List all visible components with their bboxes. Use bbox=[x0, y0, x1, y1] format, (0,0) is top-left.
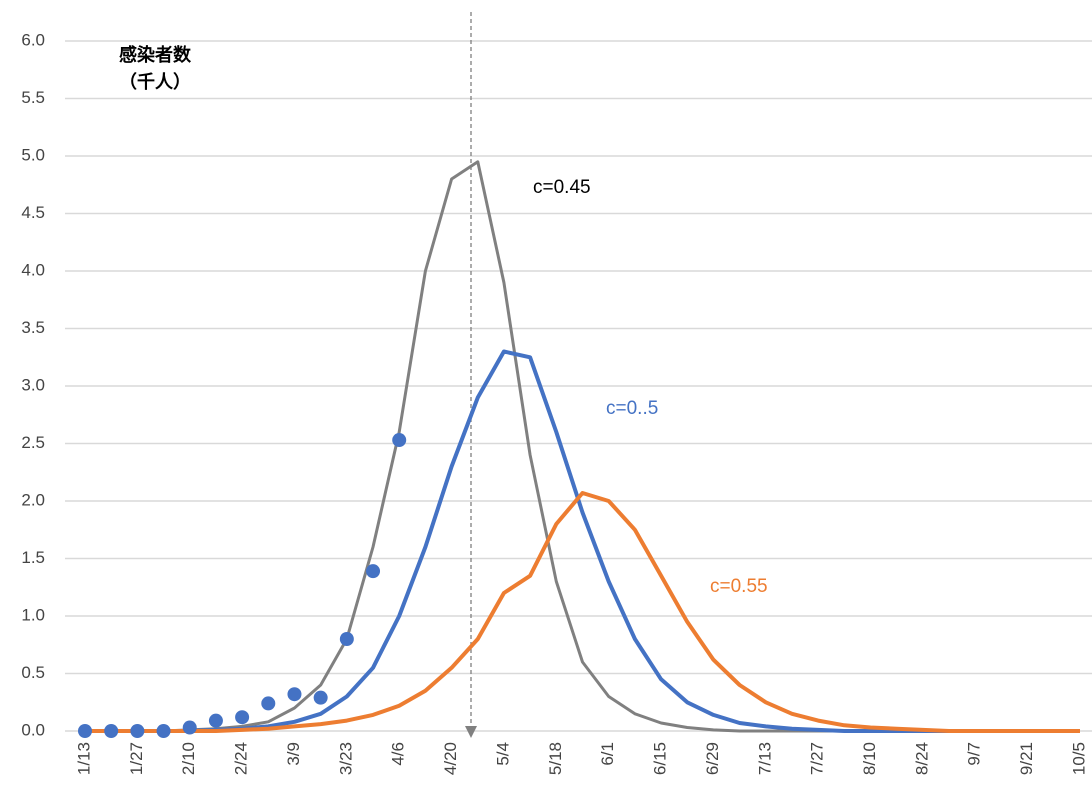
y-tick-label: 2.0 bbox=[21, 490, 45, 509]
x-tick-label: 6/29 bbox=[703, 742, 722, 775]
data-point bbox=[156, 724, 171, 738]
series-line bbox=[85, 491, 1080, 733]
reference-arrow bbox=[465, 726, 477, 738]
x-tick-label: 7/13 bbox=[755, 742, 774, 775]
x-tick-label: 3/9 bbox=[284, 742, 303, 766]
data-point bbox=[130, 724, 145, 738]
x-tick-label: 1/13 bbox=[74, 742, 93, 775]
data-point bbox=[235, 710, 250, 725]
y-tick-label: 0.5 bbox=[21, 663, 45, 682]
x-tick-label: 2/10 bbox=[179, 742, 198, 775]
x-tick-label: 7/27 bbox=[808, 742, 827, 775]
y-tick-label: 3.0 bbox=[21, 375, 45, 394]
data-point bbox=[208, 713, 223, 728]
data-point bbox=[182, 720, 197, 735]
data-point bbox=[78, 724, 92, 738]
x-tick-label: 4/20 bbox=[441, 742, 460, 775]
y-tick-label: 4.5 bbox=[21, 203, 45, 222]
y-tick-label: 1.5 bbox=[21, 548, 45, 567]
annotation: c=0.45 bbox=[533, 177, 591, 198]
data-point bbox=[392, 433, 407, 448]
x-tick-label: 5/18 bbox=[546, 742, 565, 775]
x-tick-label: 6/15 bbox=[651, 742, 670, 775]
x-tick-label: 8/10 bbox=[860, 742, 879, 775]
x-tick-label: 5/4 bbox=[493, 742, 512, 766]
x-tick-label: 4/6 bbox=[389, 742, 408, 766]
plot: 0.0 0.5 1.0 1.5 2.0 2.5 3.0 3.5 4.0 4.5 5.0 5.5 6.0 1… bbox=[21, 30, 1088, 775]
annotation: c=0..5 bbox=[606, 398, 658, 419]
x-tick-label: 3/23 bbox=[336, 742, 355, 775]
y-tick-label: 1.0 bbox=[21, 605, 45, 624]
y-tick-label: 0.0 bbox=[21, 720, 45, 739]
data-point bbox=[104, 724, 119, 738]
y-tick-label: 5.0 bbox=[21, 145, 45, 164]
y-axis-label: （千人） bbox=[119, 72, 191, 92]
x-tick-label: 2/24 bbox=[232, 742, 251, 775]
y-tick-label: 6.0 bbox=[21, 30, 45, 49]
data-point bbox=[366, 564, 381, 579]
x-tick-label: 10/5 bbox=[1069, 742, 1088, 775]
y-tick-label: 4.0 bbox=[21, 260, 45, 279]
series-line bbox=[85, 160, 1080, 733]
annotation: c=0.55 bbox=[710, 576, 768, 597]
data-point bbox=[261, 696, 276, 711]
y-tick-label: 3.5 bbox=[21, 318, 45, 337]
x-tick-label: 8/24 bbox=[912, 742, 931, 775]
x-tick-label: 9/21 bbox=[1017, 742, 1036, 775]
y-axis-label: 感染者数 bbox=[119, 44, 192, 65]
data-point bbox=[339, 632, 354, 646]
x-tick-label: 6/1 bbox=[598, 742, 617, 766]
x-tick-label: 1/27 bbox=[127, 742, 146, 775]
x-tick-label: 9/7 bbox=[965, 742, 984, 766]
data-point bbox=[313, 690, 328, 705]
y-tick-label: 2.5 bbox=[21, 433, 45, 452]
data-point bbox=[287, 687, 302, 702]
y-tick-label: 5.5 bbox=[21, 88, 45, 107]
